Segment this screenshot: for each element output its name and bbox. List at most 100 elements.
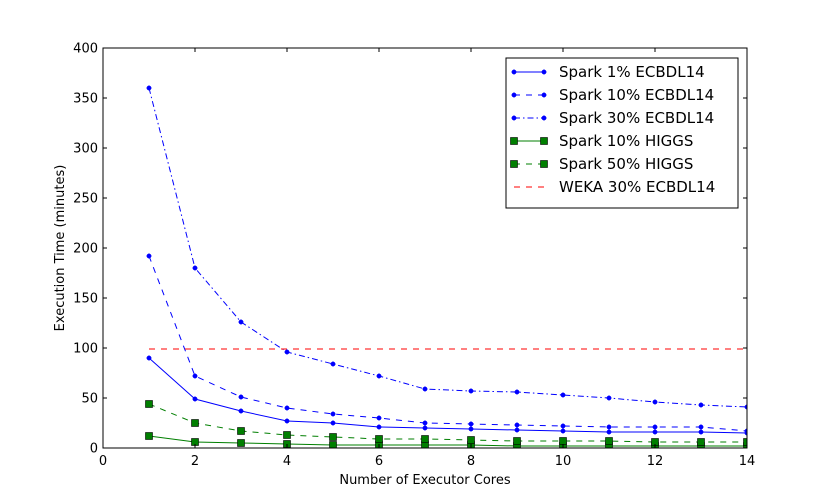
data-point	[559, 437, 567, 445]
data-point	[652, 429, 658, 435]
data-point	[652, 424, 658, 430]
data-point	[606, 395, 612, 401]
series-3	[146, 85, 747, 410]
legend-label: Spark 30% ECBDL14	[559, 109, 714, 127]
legend: Spark 1% ECBDL14 Spark 10% ECBDL14 Spark 3…	[505, 57, 739, 209]
legend-label: Spark 1% ECBDL14	[559, 63, 705, 81]
data-point	[376, 415, 382, 421]
data-point	[467, 436, 475, 444]
data-point	[560, 428, 566, 434]
data-point	[192, 265, 198, 271]
data-point	[560, 423, 566, 429]
data-point	[422, 386, 428, 392]
legend-entry: Spark 30% ECBDL14	[511, 109, 714, 127]
legend-marker	[540, 160, 548, 168]
series-line	[148, 87, 747, 408]
data-point	[513, 437, 521, 445]
y-tick-label: 150	[73, 292, 98, 307]
y-tick-label: 350	[73, 92, 98, 107]
y-tick-label: 0	[90, 442, 98, 457]
data-point	[146, 253, 152, 259]
data-point	[468, 421, 474, 427]
legend-label: Spark 50% HIGGS	[559, 155, 693, 173]
series-line	[148, 255, 747, 432]
data-point	[698, 402, 704, 408]
x-tick-label: 10	[555, 454, 572, 469]
data-point	[652, 399, 658, 405]
data-point	[192, 373, 198, 379]
legend-marker	[511, 69, 517, 75]
data-point	[560, 392, 566, 398]
x-tick-label: 12	[647, 454, 664, 469]
data-point	[330, 420, 336, 426]
data-point	[329, 433, 337, 441]
data-point	[237, 427, 245, 435]
y-tick-label: 250	[73, 192, 98, 207]
x-tick-label: 4	[283, 454, 291, 469]
data-point	[375, 435, 383, 443]
legend-frame	[505, 57, 739, 209]
data-point	[192, 396, 198, 402]
data-point	[238, 408, 244, 414]
y-tick-label: 100	[73, 342, 98, 357]
data-point	[237, 439, 245, 447]
data-point	[421, 435, 429, 443]
data-point	[698, 429, 704, 435]
legend-entry: Spark 50% HIGGS	[510, 155, 693, 173]
legend-marker	[541, 69, 547, 75]
y-tick-label: 300	[73, 142, 98, 157]
data-point	[468, 388, 474, 394]
data-point	[605, 437, 613, 445]
data-point	[697, 438, 705, 446]
data-point	[238, 319, 244, 325]
data-point	[284, 349, 290, 355]
x-axis-label: Number of Executor Cores	[339, 473, 511, 488]
data-point	[238, 394, 244, 400]
legend-marker	[511, 115, 517, 121]
data-point	[743, 438, 747, 446]
data-point	[330, 411, 336, 417]
legend-marker	[511, 92, 517, 98]
legend-marker	[510, 137, 518, 145]
legend-marker	[510, 160, 518, 168]
data-point	[145, 432, 153, 440]
data-point	[422, 420, 428, 426]
legend-entry: WEKA 30% ECBDL14	[514, 178, 715, 196]
legend-entry: Spark 10% ECBDL14	[511, 86, 714, 104]
data-point	[329, 441, 337, 448]
data-point	[191, 419, 199, 427]
data-point	[376, 424, 382, 430]
series-1	[146, 355, 747, 436]
legend-marker	[541, 92, 547, 98]
data-point	[283, 431, 291, 439]
x-tick-label: 6	[375, 454, 383, 469]
x-tick-label: 2	[191, 454, 199, 469]
data-point	[284, 405, 290, 411]
data-point	[606, 424, 612, 430]
x-tick-label: 8	[467, 454, 475, 469]
legend-entry: Spark 10% HIGGS	[510, 132, 693, 150]
ticks-layer: 0 2 4 6 8 10 12 14 0 50 100 150 200 250 300 350 400	[73, 42, 755, 470]
data-point	[284, 418, 290, 424]
data-point	[376, 373, 382, 379]
data-point	[330, 361, 336, 367]
y-tick-label: 50	[81, 392, 98, 407]
data-point	[422, 425, 428, 431]
legend-entry: Spark 1% ECBDL14	[511, 63, 705, 81]
legend-label: WEKA 30% ECBDL14	[559, 178, 715, 196]
legend-label: Spark 10% HIGGS	[559, 132, 693, 150]
y-axis-label: Execution Time (minutes)	[53, 165, 68, 332]
series-line	[148, 403, 747, 443]
series-2	[146, 253, 747, 434]
data-point	[145, 400, 153, 408]
y-tick-label: 400	[73, 42, 98, 57]
data-point	[468, 426, 474, 432]
series-line	[148, 435, 747, 447]
data-point	[514, 422, 520, 428]
legend-marker	[540, 137, 548, 145]
data-point	[514, 427, 520, 433]
data-point	[698, 424, 704, 430]
y-tick-label: 200	[73, 242, 98, 257]
legend-marker	[541, 115, 547, 121]
